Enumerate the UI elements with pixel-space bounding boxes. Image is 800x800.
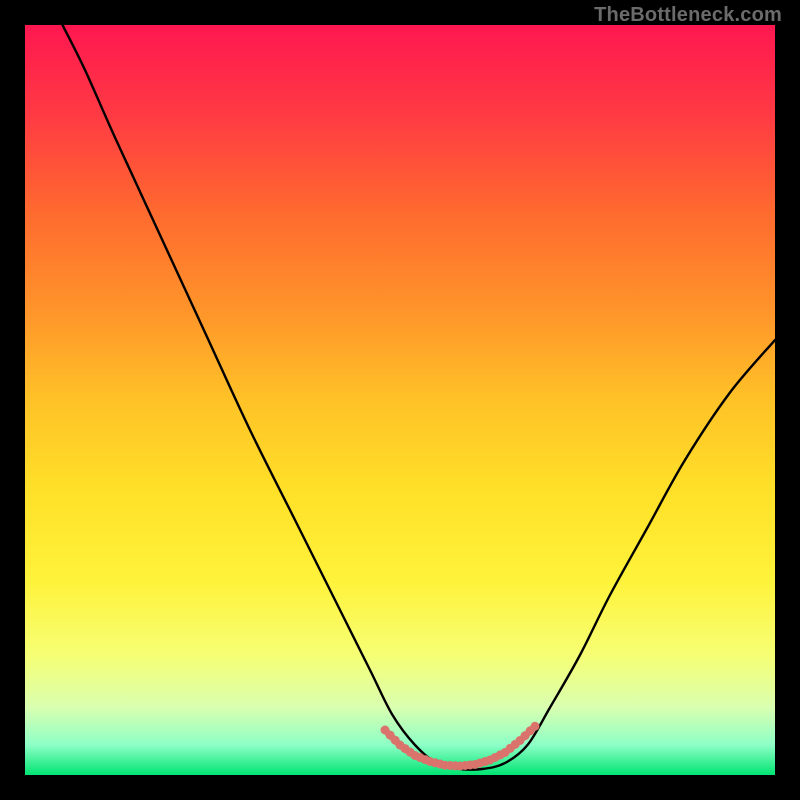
watermark-text: TheBottleneck.com: [594, 4, 782, 27]
chart-frame: TheBottleneck.com: [0, 0, 800, 800]
chart-svg: [25, 25, 775, 775]
plot-area: [25, 25, 775, 775]
gradient-background: [25, 25, 775, 775]
